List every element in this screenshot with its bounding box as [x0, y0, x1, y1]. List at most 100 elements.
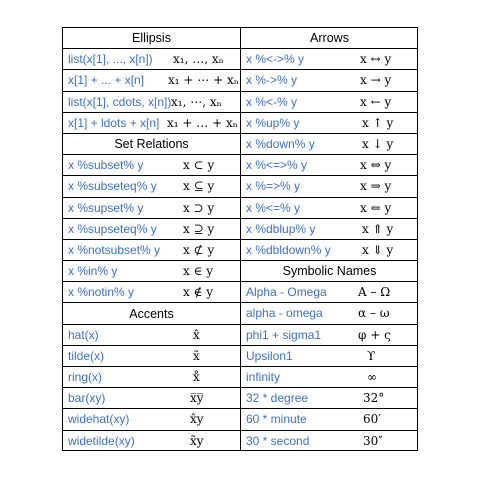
table-row: x %<=% y x ⇐ y	[241, 198, 418, 219]
table-row: ring(x) x̊	[63, 367, 240, 389]
column-divider	[240, 28, 241, 450]
section-header: Ellipsis	[63, 28, 240, 50]
expression-code: ring(x)	[68, 370, 103, 384]
expression-code: 60 * minute	[246, 412, 307, 427]
rendered-symbol: φ + ς	[358, 327, 391, 342]
rendered-symbol: Α – Ω	[358, 285, 391, 300]
expression-code: x %<=% y	[246, 200, 301, 215]
rendered-symbol: x ⊂ y	[183, 158, 215, 173]
table-row: phi1 + sigma1 φ + ς	[241, 325, 418, 346]
expression-code: list(x[1], ..., x[n])	[68, 52, 153, 67]
rendered-symbol: x̃	[193, 348, 200, 363]
expression-code: x[1] + ldots + x[n]	[68, 115, 160, 130]
table-row: x[1] + ... + x[n] x₁ + ⋯ + xₙ	[63, 70, 240, 92]
expression-code: x %<->% y	[246, 52, 305, 67]
rendered-symbol: x₁, ⋯, xₙ	[171, 94, 222, 109]
rendered-symbol: x ⊇ y	[183, 221, 215, 236]
rendered-symbol: x ⇐ y	[360, 200, 392, 215]
rendered-symbol: 32°	[363, 391, 385, 406]
expression-code: x %<-% y	[246, 94, 298, 109]
rendered-symbol: x ⊃ y	[183, 200, 215, 215]
table-row: x %dblup% y x ⇑ y	[241, 219, 418, 240]
expression-code: alpha - omega	[246, 306, 323, 321]
expression-code: x %<=>% y	[246, 158, 308, 173]
rendered-symbol: x ⇓ y	[362, 242, 394, 257]
table-row: tilde(x) x̃	[63, 346, 240, 367]
rendered-symbol: x ⇑ y	[362, 221, 394, 236]
table-row: x %supset% y x ⊃ y	[63, 198, 240, 219]
table-row: list(x[1], ..., x[n]) x₁, …, xₙ	[63, 49, 240, 71]
table-row: x %->% y x → y	[241, 70, 418, 92]
rendered-symbol: α – ω	[358, 306, 390, 321]
rendered-symbol: x ⊆ y	[183, 179, 215, 194]
table-row: x %notsubset% y x ⊄ y	[63, 240, 240, 262]
expression-code: phi1 + sigma1	[246, 327, 322, 342]
expression-code: x %dbldown% y	[246, 242, 331, 257]
table-row: 60 * minute 60′	[241, 409, 418, 431]
expression-code: 30 * second	[246, 433, 310, 448]
table-row: x[1] + ldots + x[n] x₁ + … + xₙ	[63, 113, 240, 134]
table-row: x %subset% y x ⊂ y	[63, 155, 240, 177]
table-row: 32 * degree 32°	[241, 388, 418, 410]
expression-code: x %notin% y	[68, 285, 135, 300]
expression-code: x %supseteq% y	[68, 221, 157, 236]
expression-code: tilde(x)	[68, 348, 105, 363]
expression-code: x %dblup% y	[246, 221, 316, 236]
expression-code: x %notsubset% y	[68, 242, 161, 257]
table-row: x %notin% y x ∉ y	[63, 282, 240, 304]
table-row: x %in% y x ∈ y	[63, 261, 240, 283]
rendered-symbol: x ⇒ y	[360, 179, 392, 194]
expression-code: Upsilon1	[246, 348, 293, 363]
table-row: bar(xy) x̅y̅	[63, 388, 240, 410]
rendered-symbol: x ⊄ y	[183, 242, 215, 257]
table-row: x %=>% y x ⇒ y	[241, 176, 418, 198]
expression-code: x %=>% y	[246, 179, 301, 194]
table-row: alpha - omega α – ω	[241, 303, 418, 325]
table-row: infinity ∞	[241, 367, 418, 389]
rendered-symbol: x̂	[193, 327, 200, 342]
plotmath-reference-table: Ellipsis list(x[1], ..., x[n]) x₁, …, xₙ x[…	[62, 27, 418, 451]
expression-code: list(x[1], cdots, x[n])	[68, 94, 172, 109]
rendered-symbol: x̃y	[190, 433, 204, 448]
rendered-symbol: x ∉ y	[183, 285, 214, 300]
section-header: Accents	[63, 303, 240, 325]
expression-code: widehat(xy)	[68, 412, 130, 427]
expression-code: x %subseteq% y	[68, 179, 157, 194]
rendered-symbol: x ⇔ y	[360, 158, 392, 173]
section-header: Set Relations	[63, 134, 240, 156]
table-row: x %supseteq% y x ⊇ y	[63, 219, 240, 240]
table-row: x %up% y x ↑ y	[241, 113, 418, 134]
rendered-symbol: x₁ + ⋯ + xₙ	[168, 73, 239, 88]
table-row: x %subseteq% y x ⊆ y	[63, 176, 240, 198]
expression-code: bar(xy)	[68, 391, 106, 406]
table-row: x %<=>% y x ⇔ y	[241, 155, 418, 177]
right-column: Arrows x %<->% y x ↔ y x %->% y x → y x %<-% …	[241, 28, 418, 452]
table-row: widetilde(xy) x̃y	[63, 431, 240, 452]
rendered-symbol: 30″	[363, 433, 383, 448]
rendered-symbol: x₁ + … + xₙ	[167, 115, 238, 130]
table-row: Alpha - Omega Α – Ω	[241, 282, 418, 304]
rendered-symbol: x → y	[360, 73, 392, 88]
rendered-symbol: x̊	[193, 370, 200, 384]
table-row: x %down% y x ↓ y	[241, 134, 418, 156]
rendered-symbol: 60′	[363, 412, 381, 427]
table-row: list(x[1], cdots, x[n]) x₁, ⋯, xₙ	[63, 92, 240, 113]
rendered-symbol: x₁, …, xₙ	[173, 52, 224, 67]
rendered-symbol: x ↓ y	[362, 136, 394, 151]
expression-code: 32 * degree	[246, 391, 309, 406]
expression-code: widetilde(xy)	[68, 433, 135, 448]
expression-code: x %supset% y	[68, 200, 144, 215]
rendered-symbol: x ↔ y	[360, 52, 392, 67]
rendered-symbol: x ∈ y	[183, 264, 214, 279]
table-row: widehat(xy) x̂y	[63, 409, 240, 431]
left-column: Ellipsis list(x[1], ..., x[n]) x₁, …, xₙ x[…	[63, 28, 240, 452]
expression-code: x %down% y	[246, 136, 315, 151]
rendered-symbol: x̅y̅	[190, 391, 204, 406]
table-row: x %<->% y x ↔ y	[241, 49, 418, 71]
table-row: 30 * second 30″	[241, 431, 418, 452]
expression-code: x %up% y	[246, 115, 300, 130]
expression-code: Alpha - Omega	[246, 285, 327, 300]
expression-code: x %in% y	[68, 264, 118, 279]
expression-code: x[1] + ... + x[n]	[68, 73, 145, 88]
rendered-symbol: x̂y	[190, 412, 204, 427]
